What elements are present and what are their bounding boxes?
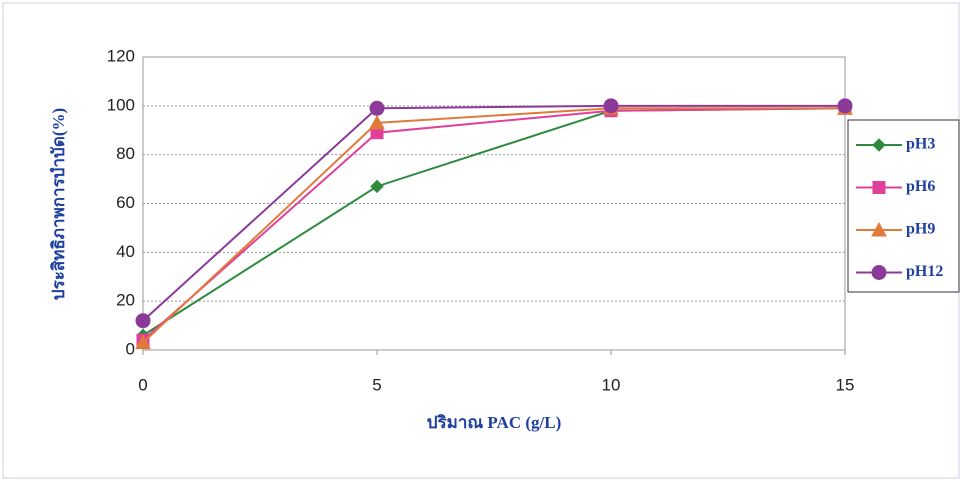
y-tick-label: 100	[107, 95, 135, 114]
series-line	[142, 107, 845, 344]
series-line	[142, 107, 846, 341]
y-tick-label: 20	[116, 291, 135, 310]
legend-box	[847, 119, 960, 293]
legend-label: pH6	[906, 178, 935, 195]
marker	[370, 179, 384, 194]
x-tick-label: 5	[372, 375, 381, 394]
x-tick-label: 0	[138, 375, 147, 394]
series-line	[142, 104, 845, 322]
y-axis-label: ประสิทธิภาพการบำบัด(%)	[49, 108, 68, 300]
marker	[369, 100, 385, 116]
legend-marker	[872, 181, 886, 194]
x-tick-label: 15	[836, 375, 855, 394]
marker	[369, 114, 385, 130]
legend-label: pH12	[906, 263, 943, 280]
legend-marker	[871, 265, 887, 280]
legend-label: pH3	[906, 136, 935, 153]
legend-label: pH9	[906, 221, 935, 238]
marker	[135, 334, 151, 350]
x-axis-label: ปริมาณ PAC (g/L)	[427, 413, 562, 432]
y-tick-label: 0	[126, 339, 135, 358]
y-tick-label: 80	[116, 144, 135, 163]
y-tick-label: 60	[116, 193, 135, 212]
y-tick-label: 120	[107, 46, 135, 65]
y-tick-label: 40	[116, 242, 135, 261]
marker	[837, 98, 853, 114]
legend-marker	[872, 138, 886, 152]
marker	[135, 313, 151, 329]
legend-marker	[871, 221, 887, 237]
marker	[603, 98, 619, 114]
x-tick-label: 10	[602, 375, 621, 394]
